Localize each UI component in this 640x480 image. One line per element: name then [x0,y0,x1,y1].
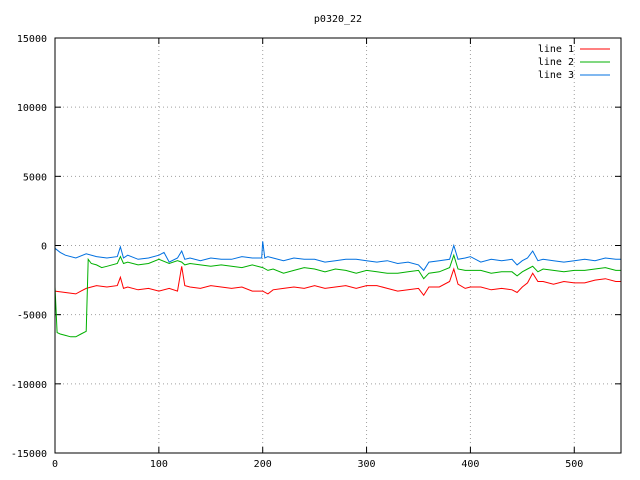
y-tick-label: 10000 [17,103,47,114]
series-line-3 [54,241,621,272]
legend-label: line 3 [538,70,574,81]
y-tick-label: 15000 [17,34,47,45]
series-line-2 [54,253,621,338]
y-tick-label: -5000 [17,311,47,322]
x-tick-label: 400 [461,459,479,470]
y-tick-label: -10000 [11,380,47,391]
series-layer [54,241,621,338]
plot-frame [54,37,622,454]
x-tick-label: 200 [254,459,272,470]
x-tick-label: 100 [150,459,168,470]
legend-label: line 1 [538,44,574,55]
x-tick-label: 500 [565,459,583,470]
x-tick-label: 300 [358,459,376,470]
y-tick-label: 5000 [23,172,47,183]
x-tick-label: 0 [52,459,58,470]
series-line-1 [54,266,621,297]
axis-layer: 0 100 200 300 400 500 -15000 -10000 -5000 0 5000 10… [11,34,621,470]
grid-layer [55,38,621,453]
y-tick-label: 0 [41,242,47,253]
chart-title: p0320_22 [314,14,362,25]
y-tick-label: -15000 [11,449,47,460]
legend-label: line 2 [538,57,574,68]
legend: line 1 line 2 line 3 [538,44,610,81]
